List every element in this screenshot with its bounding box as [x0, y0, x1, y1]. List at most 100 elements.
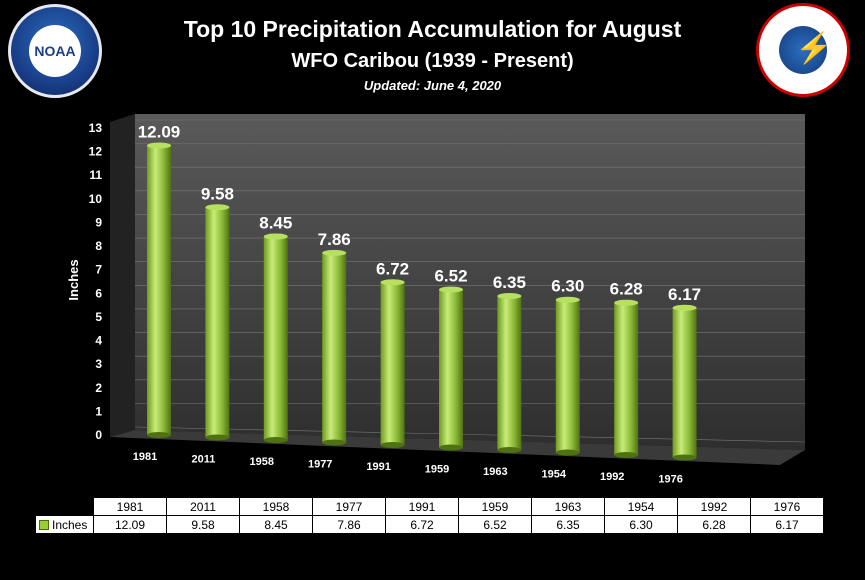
bar-body: [147, 145, 171, 436]
bar-base: [147, 432, 171, 438]
bar-body: [263, 236, 288, 440]
bar: 9.58: [201, 184, 234, 441]
y-tick-label: 9: [95, 215, 102, 229]
bar-body: [439, 289, 463, 448]
y-tick-label: 7: [95, 263, 102, 277]
data-table-value-cell: 6.72: [385, 515, 459, 534]
data-label: 6.52: [434, 267, 467, 286]
data-table-value-row: Inches 12.09 9.58 8.45 7.86 6.72 6.52 6.35 6.30…: [35, 515, 824, 534]
y-tick-label: 4: [95, 334, 102, 348]
bar: 6.35: [493, 273, 526, 453]
data-table-value-cell: 9.58: [166, 515, 240, 534]
y-tick-label: 6: [95, 286, 102, 300]
bar-top: [614, 299, 639, 306]
bar-body: [497, 296, 522, 450]
data-table-value-cell: 6.30: [604, 515, 678, 534]
data-table-year-cell: 1976: [750, 497, 824, 516]
data-label: 7.86: [318, 230, 351, 249]
bar-body: [672, 307, 697, 458]
data-table-series-label: Inches: [35, 515, 94, 534]
data-label: 6.28: [610, 280, 643, 299]
x-tick-label: 1959: [425, 464, 449, 476]
updated-date: Updated: June 4, 2020: [363, 78, 502, 93]
data-table-value-cell: 7.86: [312, 515, 386, 534]
bar: 6.72: [376, 259, 409, 448]
x-tick-label: 1963: [483, 466, 507, 478]
bar-base: [380, 442, 405, 448]
data-label: 6.72: [376, 259, 409, 278]
data-label: 6.17: [668, 285, 701, 304]
data-label: 6.30: [551, 277, 584, 296]
data-table-value-cell: 6.52: [458, 515, 532, 534]
bar: 6.17: [668, 285, 701, 461]
x-tick-label: 1991: [366, 461, 390, 473]
data-table-value-cell: 6.35: [531, 515, 605, 534]
bar-body: [555, 299, 580, 453]
data-table-value-cell: 6.17: [750, 515, 824, 534]
bar-top: [380, 279, 405, 286]
bar: 6.30: [551, 277, 584, 456]
bar: 8.45: [259, 213, 292, 443]
chart-title: Top 10 Precipitation Accumulation for Au…: [183, 16, 682, 42]
bar-body: [380, 282, 405, 445]
data-table: 1981 2011 1958 1977 1991 1959 1963 1954 1992 1976…: [35, 497, 824, 534]
data-label: 6.35: [493, 273, 526, 292]
bar: 6.28: [610, 280, 643, 458]
bar-top: [147, 142, 171, 149]
noaa-logo-text: NOAA: [29, 25, 81, 77]
y-tick-label: 1: [95, 404, 102, 418]
bar-top: [439, 286, 463, 293]
y-tick-label: 0: [95, 428, 102, 442]
data-table-year-cell: 2011: [166, 497, 240, 516]
bar-base: [555, 449, 580, 456]
nws-logo-icon: ⚡: [756, 3, 850, 97]
x-tick-label: 1976: [658, 474, 682, 486]
data-table-year-cell: 1963: [531, 497, 605, 516]
bar-top: [205, 204, 230, 211]
bar-body: [614, 302, 639, 455]
data-table-value-cell: 8.45: [239, 515, 313, 534]
bar: 6.52: [434, 267, 468, 451]
x-tick-label: 1958: [250, 456, 274, 468]
x-tick-label: 1977: [308, 459, 332, 471]
y-tick-label: 13: [89, 121, 103, 135]
bar-body: [205, 207, 230, 438]
y-axis-label: Inches: [66, 259, 81, 300]
data-table-year-cell: 1992: [677, 497, 751, 516]
data-table-year-cell: 1959: [458, 497, 532, 516]
data-label: 8.45: [259, 213, 292, 232]
chart-subtitle: WFO Caribou (1939 - Present): [291, 50, 574, 72]
y-tick-label: 12: [89, 145, 103, 159]
bar-top: [263, 233, 288, 240]
y-tick-label: 5: [95, 310, 102, 324]
x-tick-label: 2011: [191, 454, 215, 466]
bar: 12.09: [138, 122, 180, 438]
bar-base: [614, 452, 639, 458]
chart-back-wall: [135, 114, 805, 450]
y-tick-label: 11: [89, 168, 102, 182]
x-tick-label: 1954: [542, 469, 567, 481]
data-table-year-cell: 1981: [93, 497, 167, 516]
x-tick-label: 1981: [133, 451, 157, 463]
bar-top: [322, 249, 347, 256]
noaa-logo-icon: NOAA: [8, 4, 102, 98]
bar-base: [205, 434, 230, 441]
y-tick-label: 10: [89, 192, 103, 206]
bar-body: [322, 252, 347, 443]
data-table-header-row: 1981 2011 1958 1977 1991 1959 1963 1954 1992 1976: [35, 497, 824, 516]
legend-swatch-icon: [39, 520, 49, 531]
y-tick-label: 8: [95, 239, 102, 253]
bar-top: [555, 296, 580, 303]
bar-base: [497, 447, 522, 453]
data-table-year-cell: 1958: [239, 497, 313, 516]
bar-base: [672, 454, 697, 461]
bar-top: [497, 293, 522, 300]
data-table-year-cell: 1991: [385, 497, 459, 516]
bar: 7.86: [318, 230, 351, 446]
data-label: 9.58: [201, 184, 234, 203]
data-table-value-cell: 12.09: [93, 515, 167, 534]
y-tick-label: 3: [95, 357, 102, 371]
bar-base: [322, 439, 347, 446]
x-tick-label: 1992: [600, 471, 624, 483]
